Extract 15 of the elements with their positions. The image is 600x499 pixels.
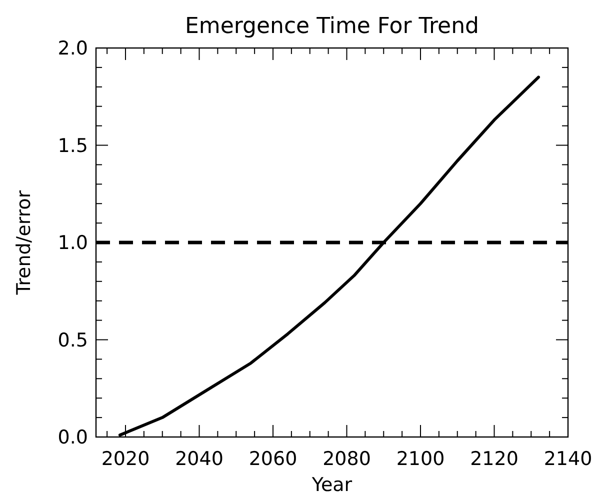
y-tick-label: 0.5 <box>58 329 88 352</box>
x-tick-label: 2140 <box>544 448 592 470</box>
x-tick-label: 2020 <box>101 448 150 470</box>
chart-title: Emergence Time For Trend <box>184 14 480 39</box>
y-tick-label: 2.0 <box>58 38 88 60</box>
x-tick-label: 2040 <box>175 448 224 470</box>
x-axis-title: Year <box>310 474 352 496</box>
y-tick-label: 0.0 <box>58 426 88 449</box>
y-axis-title: Trend/error <box>13 190 35 296</box>
x-tick-label: 2100 <box>396 448 445 470</box>
x-tick-label: 2060 <box>248 448 298 470</box>
y-tick-label: 1.0 <box>58 232 88 254</box>
x-tick-label: 2120 <box>470 448 518 470</box>
y-tick-label: 1.5 <box>58 134 88 157</box>
x-tick-label: 2080 <box>322 448 371 470</box>
